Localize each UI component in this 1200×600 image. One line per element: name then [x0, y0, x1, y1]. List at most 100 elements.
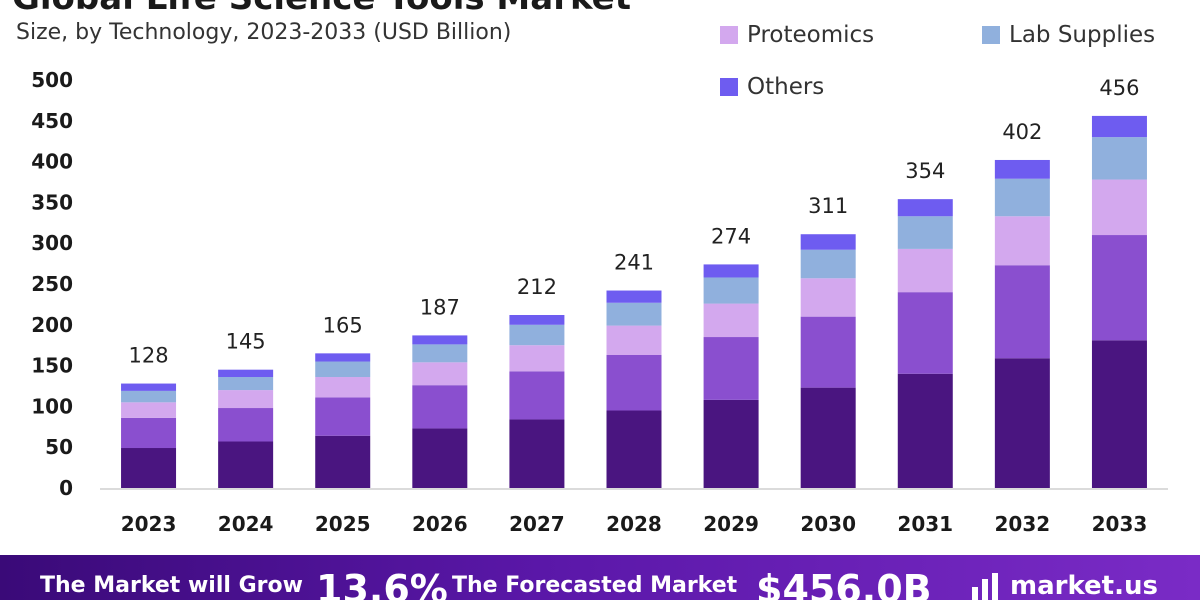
legend-item-proteomics: Proteomics [720, 22, 874, 48]
bar-total-label: 456 [1099, 76, 1139, 100]
bar-segment [1091, 179, 1147, 236]
bar-segment [412, 428, 468, 488]
x-tick-label: 2026 [412, 512, 468, 536]
y-tick-label: 450 [31, 109, 73, 133]
bar-segment [800, 234, 856, 250]
bar-segment [315, 361, 371, 378]
bar-segment [121, 383, 177, 391]
x-tick-label: 2031 [897, 512, 953, 536]
bar-segment [994, 358, 1050, 488]
bar-segment [509, 324, 565, 346]
bar-segment [218, 377, 274, 391]
bar-segment [1091, 235, 1147, 341]
x-tick-label: 2033 [1092, 512, 1148, 536]
bar-segment [800, 278, 856, 317]
y-tick-label: 400 [31, 150, 73, 174]
bar-segment [703, 264, 759, 278]
bar-total-label: 354 [905, 159, 945, 183]
legend-swatch-others [720, 78, 738, 96]
legend-swatch-lab-supplies [982, 26, 1000, 44]
x-tick-label: 2024 [218, 512, 274, 536]
bar-segment [703, 399, 759, 488]
bar-segment [606, 410, 662, 488]
bar-segment [412, 344, 468, 363]
bar-total-label: 187 [420, 295, 460, 319]
bar-segment [218, 441, 274, 488]
bar-segment [412, 335, 468, 345]
bar-segment [509, 345, 565, 372]
y-tick-label: 300 [31, 231, 73, 255]
banner-market-value: $456.0B [756, 567, 932, 600]
bar-segment [121, 402, 177, 418]
bar-segment [315, 377, 371, 398]
x-tick-label: 2030 [800, 512, 856, 536]
bar-segment [606, 302, 662, 326]
bar-segment [1091, 340, 1147, 488]
bar-segment [994, 265, 1050, 359]
bar-total-label: 274 [711, 224, 751, 248]
bar-segment [412, 385, 468, 429]
bar-total-label: 165 [323, 313, 363, 337]
bar-total-label: 402 [1002, 120, 1042, 144]
bar-total-label: 128 [128, 344, 168, 368]
bar-segment [1091, 115, 1147, 138]
bar-total-label: 212 [517, 275, 557, 299]
legend-label-proteomics: Proteomics [747, 22, 875, 48]
footer-banner: The Market will Grow 13.6% The Forecaste… [0, 555, 1200, 600]
y-tick-label: 50 [45, 435, 73, 459]
x-tick-label: 2028 [606, 512, 662, 536]
bar-segment [897, 292, 953, 374]
y-tick-label: 250 [31, 272, 73, 296]
bar-segment [412, 362, 468, 386]
bar-segment [509, 371, 565, 420]
bar-segment [897, 373, 953, 488]
bar-segment [800, 249, 856, 279]
x-tick-label: 2027 [509, 512, 565, 536]
bar-segment [800, 387, 856, 488]
stacked-bar-chart: 0 50 100 150 200 250 300 350 400 450 500 128 2023 145… [31, 68, 1168, 536]
legend-item-lab-supplies: Lab Supplies [982, 22, 1155, 48]
x-tick-label: 2032 [995, 512, 1051, 536]
bar-segment [218, 390, 274, 409]
bar-segment [121, 417, 177, 449]
banner-cagr: 13.6% [316, 567, 448, 600]
y-tick-label: 350 [31, 190, 73, 214]
bar-segment [606, 325, 662, 355]
y-tick-label: 200 [31, 313, 73, 337]
legend-item-others: Others [720, 74, 824, 100]
bar-segment [606, 354, 662, 411]
y-tick-label: 150 [31, 354, 73, 378]
bar-total-label: 241 [614, 251, 654, 275]
y-tick-label: 0 [59, 476, 73, 500]
legend-label-lab-supplies: Lab Supplies [1009, 22, 1156, 48]
bar-segment [606, 290, 662, 303]
bar-segment [703, 337, 759, 400]
bar-segment [897, 199, 953, 217]
bar-segment [994, 216, 1050, 266]
bar-segment [703, 303, 759, 338]
bar-total-label: 145 [226, 330, 266, 354]
bar-segment [897, 248, 953, 293]
bar-segment [121, 448, 177, 488]
x-tick-label: 2023 [121, 512, 177, 536]
banner-brand: market.us [1010, 571, 1158, 600]
market-us-logo-icon [972, 573, 998, 600]
bar-segment [994, 159, 1050, 179]
bar-segment [994, 178, 1050, 217]
bar-total-label: 311 [808, 194, 848, 218]
bar-segment [703, 277, 759, 304]
bar-segment [315, 353, 371, 362]
y-tick-label: 500 [31, 68, 73, 92]
bar-segment [509, 315, 565, 325]
legend-label-others: Others [747, 74, 825, 100]
x-tick-label: 2029 [703, 512, 759, 536]
chart-subtitle: Size, by Technology, 2023-2033 (USD Bill… [16, 20, 512, 45]
legend-swatch-proteomics [720, 26, 738, 44]
y-tick-label: 100 [31, 394, 73, 418]
bar-segment [315, 397, 371, 436]
banner-grow-text: The Market will Grow [40, 573, 303, 598]
chart-title: Global Life Science Tools Market [12, 0, 631, 18]
bar-segment [218, 369, 274, 378]
bar-segment [218, 408, 274, 442]
bar-segment [800, 316, 856, 388]
